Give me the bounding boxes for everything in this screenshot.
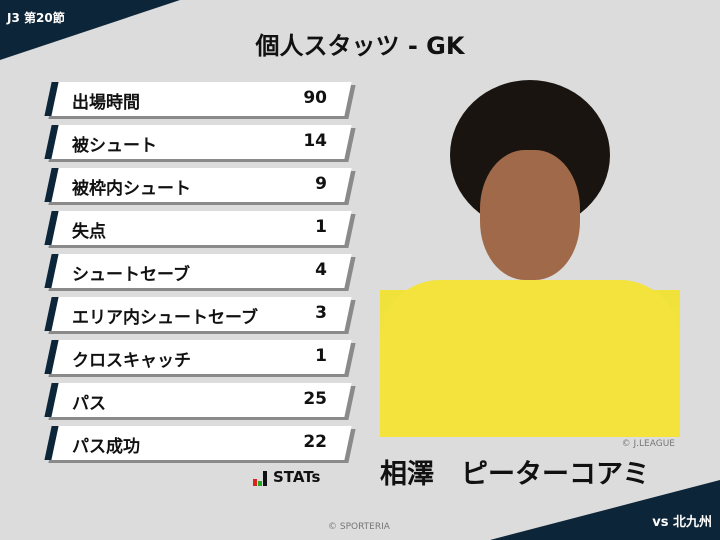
stat-row: パス 25: [44, 383, 356, 420]
copyright: © SPORTERIA: [328, 522, 390, 532]
bar-chart-icon: [253, 471, 267, 486]
stat-value: 22: [303, 432, 327, 452]
corner-banner-bottom: [490, 480, 720, 540]
stat-row: 失点 1: [44, 211, 356, 248]
page-title: 個人スタッツ - GK: [255, 32, 465, 60]
stat-value: 90: [303, 88, 327, 108]
stat-label: パス成功: [72, 437, 140, 457]
stat-row: シュートセーブ 4: [44, 254, 356, 291]
logo-text: STATs: [273, 468, 321, 486]
stat-label: 出場時間: [72, 93, 140, 113]
stat-row: エリア内シュートセーブ 3: [44, 297, 356, 334]
photo-credit: © J.LEAGUE: [621, 439, 675, 449]
stat-value: 9: [315, 174, 327, 194]
stat-label: 被シュート: [72, 136, 157, 156]
stat-value: 14: [303, 131, 327, 151]
stat-row: 被シュート 14: [44, 125, 356, 162]
stat-value: 4: [315, 260, 327, 280]
opponent-label: vs 北九州: [652, 515, 712, 530]
stat-value: 1: [315, 217, 327, 237]
stat-label: 被枠内シュート: [72, 179, 191, 199]
stat-row: クロスキャッチ 1: [44, 340, 356, 377]
stat-value: 1: [315, 346, 327, 366]
stat-value: 25: [303, 389, 327, 409]
stats-list: 出場時間 90 被シュート 14 被枠内シュート 9 失点 1 シュートセーブ 4 エリア内シュート…: [44, 82, 356, 469]
stat-value: 3: [315, 303, 327, 323]
stat-row: パス成功 22: [44, 426, 356, 463]
stat-label: エリア内シュートセーブ: [72, 308, 258, 328]
stat-row: 出場時間 90: [44, 82, 356, 119]
player-photo: [380, 70, 680, 437]
round-label: J3 第20節: [7, 11, 65, 25]
stats-logo: STATs: [253, 468, 320, 486]
corner-banner: [0, 0, 180, 60]
stat-label: 失点: [72, 222, 106, 242]
stat-row: 被枠内シュート 9: [44, 168, 356, 205]
stat-label: シュートセーブ: [72, 265, 190, 285]
stat-label: パス: [72, 394, 106, 414]
stat-label: クロスキャッチ: [72, 351, 191, 371]
